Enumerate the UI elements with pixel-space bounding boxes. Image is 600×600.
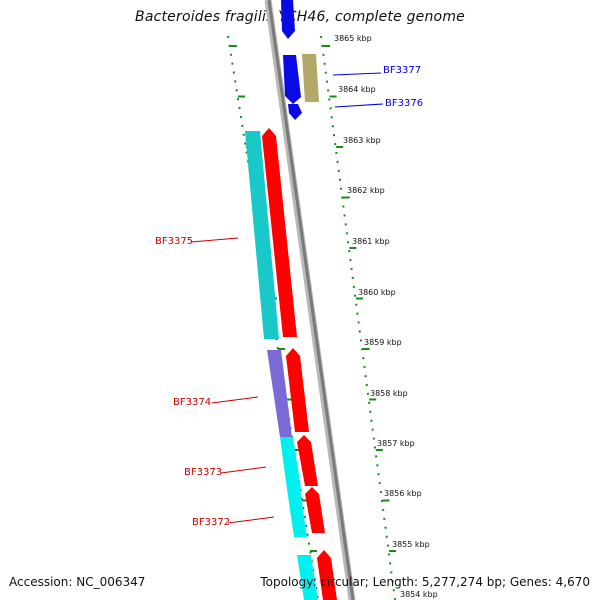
bf3374-red-gene (286, 348, 309, 432)
bf3373-red-gene (297, 435, 318, 486)
kbp-label: 3860 kbp (358, 288, 396, 297)
bf3377-feature (302, 54, 319, 102)
bf3374-purple-feature (267, 350, 292, 437)
bf3373-cyan-feature (280, 437, 301, 489)
gene-label-bf3376[interactable]: BF3376 (385, 98, 423, 109)
kbp-label: 3857 kbp (377, 439, 415, 448)
kbp-label: 3864 kbp (338, 85, 376, 94)
gene-label-bf3377[interactable]: BF3377 (383, 65, 421, 76)
bf3376-leader (334, 103, 384, 108)
bottom-red-gene (317, 550, 337, 600)
bf3372-cyan-feature (287, 489, 307, 537)
gene-label-bf3372[interactable]: BF3372 (192, 517, 230, 528)
kbp-label: 3862 kbp (347, 186, 385, 195)
bf3375-leader (190, 237, 239, 243)
bf3375-red-gene (262, 128, 297, 337)
kbp-label: 3865 kbp (334, 34, 372, 43)
gene-label-bf3374[interactable]: BF3374 (173, 397, 211, 408)
bf3373-leader (220, 466, 267, 474)
kbp-label: 3855 kbp (392, 540, 430, 549)
kbp-label: 3854 kbp (400, 590, 438, 599)
genome-summary-text: Topology: circular; Length: 5,277,274 bp… (260, 575, 590, 589)
backbone-line (267, 0, 355, 600)
gene-label-bf3375[interactable]: BF3375 (155, 236, 193, 247)
accession-text: Accession: NC_006347 (9, 575, 146, 589)
kbp-label: 3858 kbp (370, 389, 408, 398)
genome-title: Bacteroides fragilis YCH46, complete gen… (135, 9, 465, 25)
bf3375-cyan-feature (245, 131, 279, 339)
bf3372-leader (227, 516, 275, 524)
blue-gene-top (281, 0, 295, 39)
right-dotted-rail (320, 35, 396, 600)
gene-label-bf3373[interactable]: BF3373 (184, 467, 222, 478)
blue-gene-small (288, 104, 302, 120)
bf3376-gene (283, 55, 301, 104)
bf3377-leader (332, 72, 382, 76)
bf3372-red-gene (305, 487, 325, 533)
kbp-label: 3861 kbp (352, 237, 390, 246)
kbp-label: 3863 kbp (343, 136, 381, 145)
kbp-label: 3859 kbp (364, 338, 402, 347)
bf3374-leader (211, 396, 259, 404)
kbp-label: 3856 kbp (384, 489, 422, 498)
bottom-cyan-feature (297, 555, 318, 600)
